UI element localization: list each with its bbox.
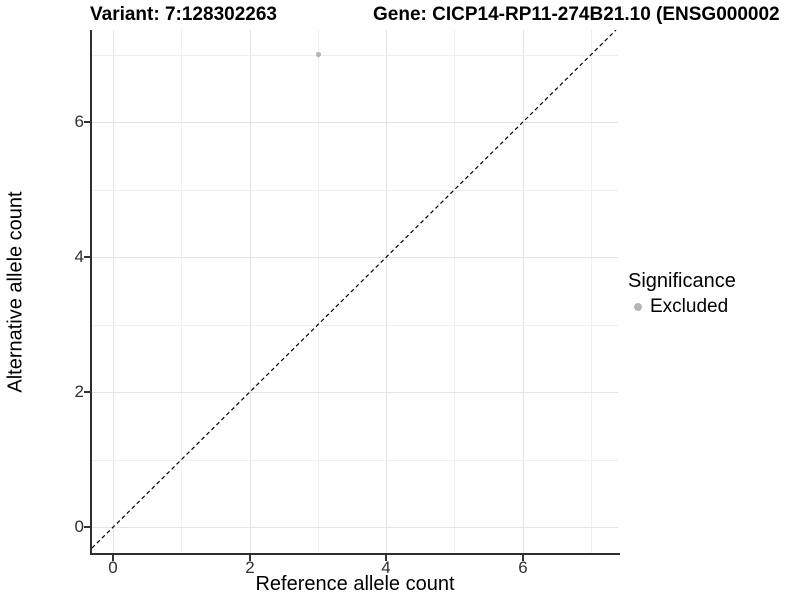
- x-axis-line: [90, 553, 620, 555]
- y-axis-title: Alternative allele count: [4, 191, 27, 393]
- x-tick-label: 2: [245, 558, 255, 577]
- y-tick-label: 2: [74, 382, 84, 401]
- gridline-minor-v: [181, 30, 182, 553]
- x-tick-label: 0: [108, 558, 118, 577]
- y-tick-mark: [84, 391, 90, 393]
- y-tick-mark: [84, 256, 90, 258]
- y-axis-line: [90, 30, 92, 555]
- x-tick-label: 6: [518, 558, 528, 577]
- gridline-minor-h: [92, 190, 618, 191]
- x-tick-mark: [385, 555, 387, 561]
- identity-dashed-line: [92, 30, 617, 549]
- plot-layer: [92, 30, 617, 549]
- y-tick-mark: [84, 526, 90, 528]
- gridline-major-v: [250, 30, 251, 553]
- gridline-major-h: [92, 527, 618, 528]
- plot-title-gene: Gene: CICP14-RP11-274B21.10 (ENSG000002: [373, 4, 780, 25]
- y-tick-label: 0: [74, 517, 84, 536]
- plot-panel: [92, 30, 618, 553]
- legend: Significance Excluded: [628, 270, 736, 318]
- legend-item-label: Excluded: [650, 296, 729, 317]
- plot-title-variant: Variant: 7:128302263: [90, 4, 277, 25]
- gridline-major-v: [386, 30, 387, 553]
- excluded-point-icon: [634, 303, 642, 311]
- gridline-minor-h: [92, 325, 618, 326]
- y-tick-label: 4: [74, 247, 84, 266]
- gridline-minor-v: [591, 30, 592, 553]
- gridline-major-v: [523, 30, 524, 553]
- gridline-major-h: [92, 392, 618, 393]
- gridline-minor-h: [92, 55, 618, 56]
- x-tick-mark: [249, 555, 251, 561]
- y-tick-label: 6: [74, 112, 84, 131]
- x-axis-title: Reference allele count: [255, 573, 455, 595]
- x-tick-mark: [522, 555, 524, 561]
- x-tick-label: 4: [381, 558, 391, 577]
- gridline-minor-v: [454, 30, 455, 553]
- gridline-minor-v: [318, 30, 319, 553]
- legend-title: Significance: [628, 270, 736, 292]
- data-point-excluded: [315, 51, 322, 58]
- y-tick-mark: [84, 121, 90, 123]
- gridline-major-h: [92, 257, 618, 258]
- x-tick-mark: [112, 555, 114, 561]
- gridline-major-h: [92, 122, 618, 123]
- legend-item-excluded: Excluded: [628, 296, 736, 318]
- gridline-major-v: [113, 30, 114, 553]
- gridline-minor-h: [92, 460, 618, 461]
